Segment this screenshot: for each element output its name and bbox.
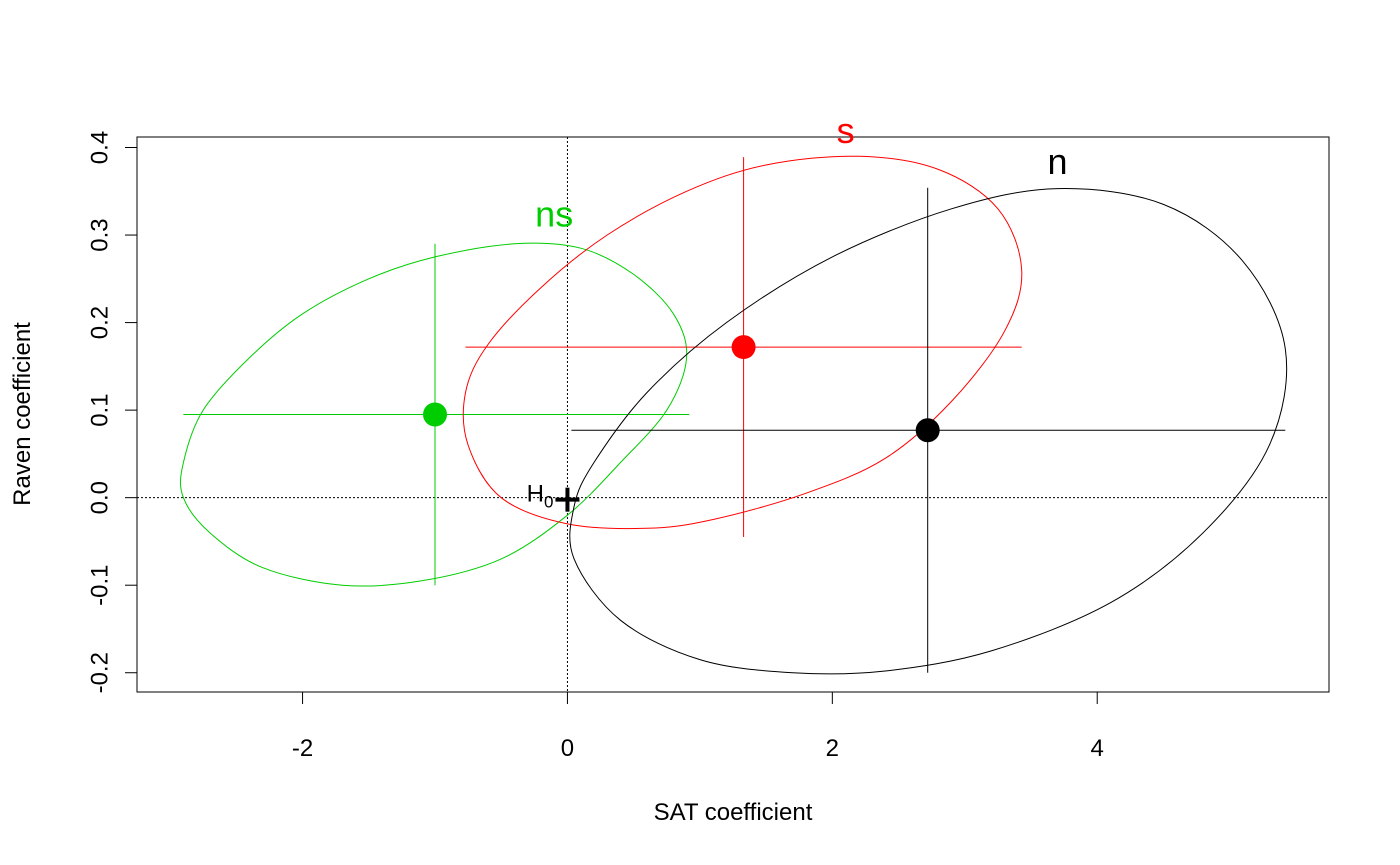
label-n: n — [1047, 141, 1067, 182]
h0-label-main: H — [527, 481, 544, 508]
label-ns: ns — [535, 193, 573, 234]
confidence-ellipse-s — [462, 155, 1023, 530]
point-s — [731, 335, 756, 360]
y-tick-label: 0.1 — [87, 393, 114, 426]
h0-label: H0 — [527, 481, 554, 512]
null-hypothesis-marker: H0 — [527, 481, 580, 512]
group-s: s — [462, 110, 1023, 538]
y-tick-label: -0.1 — [87, 565, 114, 606]
y-tick-label: 0.4 — [87, 131, 114, 164]
h0-label-subscript: 0 — [544, 493, 553, 512]
x-tick-label: 2 — [826, 735, 839, 762]
group-ns: ns — [179, 193, 690, 587]
point-n — [915, 418, 940, 443]
group-n: n — [569, 141, 1288, 675]
label-s: s — [837, 110, 855, 151]
y-axis-title: Raven coefficient — [9, 322, 36, 506]
x-axis: -2 0 2 4 — [292, 691, 1104, 762]
x-tick-label: 4 — [1091, 735, 1104, 762]
y-tick-label: 0.3 — [87, 218, 114, 251]
y-tick-label: -0.2 — [87, 652, 114, 693]
plot-area: ns s n H0 — [136, 110, 1330, 693]
x-tick-label: 0 — [561, 735, 574, 762]
confidence-ellipse-n — [569, 188, 1288, 675]
y-axis: -0.2 -0.1 0.0 0.1 0.2 0.3 0.4 — [87, 131, 138, 693]
series-layer: ns s n — [179, 110, 1288, 675]
confidence-ellipse-ns — [179, 242, 688, 587]
y-tick-label: 0.0 — [87, 481, 114, 514]
x-axis-title: SAT coefficient — [654, 799, 813, 826]
y-tick-label: 0.2 — [87, 306, 114, 339]
x-tick-label: -2 — [292, 735, 313, 762]
point-ns — [423, 402, 447, 427]
